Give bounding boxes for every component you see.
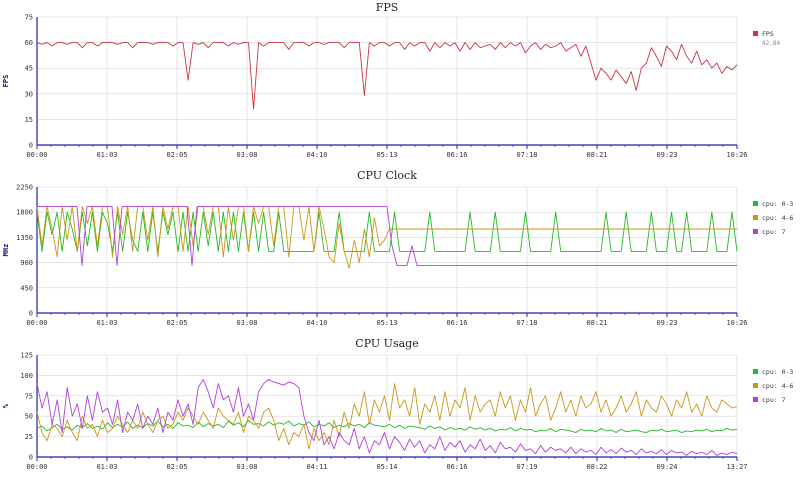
chart-2: CPU Usage 0 25 50 75 100 125 00:00 01:03 02:05 03:… [2, 337, 793, 471]
x-tick-label: 08:22 [586, 463, 607, 471]
x-tick-label: 04:10 [306, 151, 327, 159]
chart-title: FPS [376, 1, 399, 14]
x-tick-label: 01:03 [96, 151, 117, 159]
x-tick-label: 03:08 [236, 463, 257, 471]
x-tick-label: 02:05 [166, 319, 187, 327]
y-tick-label: 450 [20, 284, 33, 292]
y-tick-label: 25 [25, 433, 33, 441]
y-tick-label: 0 [29, 310, 33, 318]
series-line-cpu-4-6 [36, 206, 737, 269]
y-tick-label: 0 [29, 454, 33, 462]
x-tick-label: 05:13 [376, 319, 397, 327]
legend-swatch [753, 215, 758, 220]
legend-label: cpu: 0-3 [762, 368, 793, 376]
y-tick-label: 100 [20, 372, 33, 380]
y-tick-label: 15 [25, 116, 33, 124]
y-axis-label: MHz [2, 244, 10, 257]
x-tick-label: 00:00 [26, 463, 47, 471]
x-tick-label: 06:16 [446, 463, 467, 471]
legend-label: FPS [762, 30, 774, 38]
y-tick-label: 900 [20, 259, 33, 267]
x-tick-label: 02:05 [166, 463, 187, 471]
legend-swatch [753, 201, 758, 206]
y-tick-label: 125 [20, 352, 33, 360]
x-tick-label: 07:18 [516, 319, 537, 327]
x-tick-label: 08:21 [586, 151, 607, 159]
x-tick-label: 07:18 [516, 151, 537, 159]
x-tick-label: 01:03 [96, 319, 117, 327]
x-tick-label: 03:08 [236, 151, 257, 159]
x-tick-label: 05:13 [376, 151, 397, 159]
legend-swatch [753, 31, 758, 36]
y-tick-label: 1800 [16, 209, 33, 217]
legend-label: cpu: 4-6 [762, 214, 793, 222]
y-tick-label: 1350 [16, 234, 33, 242]
x-tick-label: 00:00 [26, 151, 47, 159]
series-line-cpu-4-6 [36, 383, 738, 450]
legend-label: cpu: 0-3 [762, 200, 793, 208]
x-tick-label: 09:24 [656, 463, 677, 471]
legend-label: cpu: 4-6 [762, 382, 793, 390]
x-tick-label: 00:00 [26, 319, 47, 327]
y-tick-label: 75 [25, 392, 33, 400]
x-tick-label: 06:16 [446, 319, 467, 327]
y-tick-label: 50 [25, 413, 33, 421]
chart-title: CPU Clock [357, 169, 417, 182]
y-tick-label: 45 [25, 65, 33, 73]
y-tick-label: 30 [25, 90, 33, 98]
legend-swatch [753, 229, 758, 234]
x-tick-label: 07:19 [516, 463, 537, 471]
series-line-cpu-0-3 [36, 419, 738, 433]
legend-label: cpu: 7 [762, 228, 786, 236]
x-tick-label: 01:03 [96, 463, 117, 471]
x-tick-label: 10:26 [726, 151, 747, 159]
y-tick-label: 60 [25, 39, 33, 47]
y-tick-label: 0 [29, 142, 33, 150]
legend-swatch [753, 369, 758, 374]
x-tick-label: 13:27 [726, 463, 747, 471]
chart-title: CPU Usage [355, 337, 418, 350]
legend-swatch [753, 397, 758, 402]
x-tick-label: 08:21 [586, 319, 607, 327]
y-axis-label: FPS [2, 75, 10, 88]
x-tick-label: 03:08 [236, 319, 257, 327]
x-tick-label: 06:16 [446, 151, 467, 159]
x-tick-label: 09:23 [656, 151, 677, 159]
legend-swatch [753, 383, 758, 388]
legend-value: 42.84 [762, 40, 780, 47]
x-tick-label: 04:11 [306, 463, 327, 471]
chart-1: CPU Clock 0 450 900 1350 1800 2250 00:00 01:03 02… [2, 169, 793, 327]
chart-0: FPS 0 15 30 45 60 75 00:00 01:03 02:05 03:08 04:10 0… [2, 1, 780, 159]
y-axis-label: % [2, 403, 10, 408]
x-tick-label: 09:23 [656, 319, 677, 327]
x-tick-label: 04:10 [306, 319, 327, 327]
x-tick-label: 02:05 [166, 151, 187, 159]
x-tick-label: 05:14 [376, 463, 397, 471]
y-tick-label: 2250 [16, 184, 33, 192]
x-tick-label: 10:26 [726, 319, 747, 327]
legend-label: cpu: 7 [762, 396, 786, 404]
series-line-cpu-7 [37, 206, 737, 266]
y-tick-label: 75 [25, 14, 33, 22]
series-line-cpu-7 [36, 379, 738, 456]
series-line-fps [36, 42, 738, 110]
